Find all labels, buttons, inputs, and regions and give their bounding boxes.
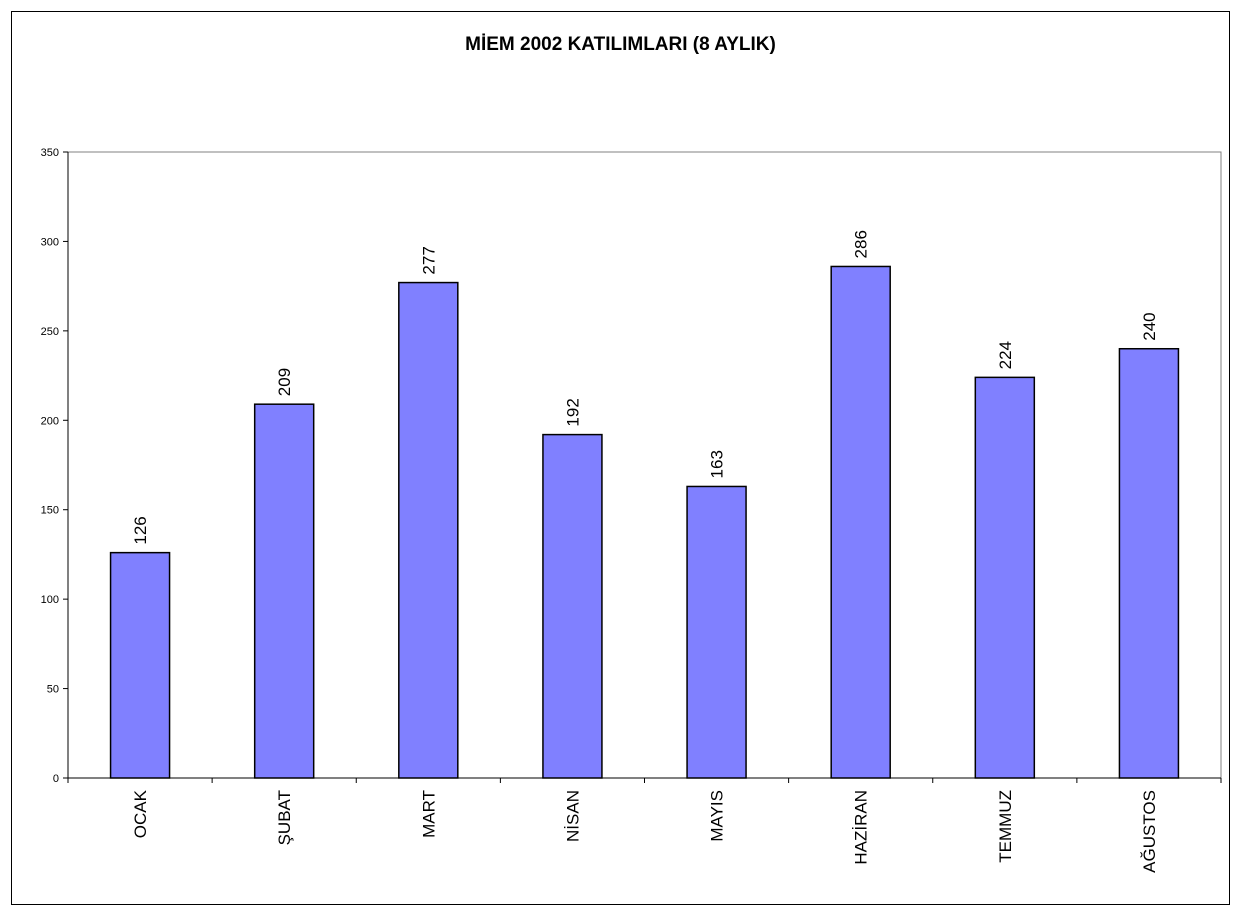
data-label: 286 — [852, 230, 871, 258]
bar-şubat — [253, 403, 315, 779]
y-tick-label: 200 — [41, 415, 59, 427]
category-label: ŞUBAT — [275, 790, 294, 845]
data-label: 209 — [275, 368, 294, 396]
bar-ni̇san — [542, 433, 603, 779]
data-label: 224 — [996, 341, 1015, 369]
category-label: HAZİRAN — [852, 790, 871, 865]
bar-ağustos — [1118, 347, 1180, 779]
category-labels-group: OCAK ŞUBAT MART NİSAN MAYIS HAZİRAN TEMMUZ AĞUS… — [131, 789, 1159, 872]
y-tick-label: 0 — [53, 773, 59, 785]
data-labels-group: 126 209 277 192 163 286 224 240 — [131, 230, 1159, 545]
chart-title: MİEM 2002 KATILIMLARI (8 AYLIK) — [465, 34, 776, 55]
y-axis: 0 50 100 150 200 250 300 350 — [41, 147, 69, 785]
bar-ocak — [109, 551, 171, 779]
bar-temmuz — [974, 376, 1036, 779]
y-tick-label: 150 — [41, 505, 59, 517]
bars-group — [109, 265, 1180, 779]
category-label: OCAK — [131, 789, 150, 838]
x-axis — [67, 777, 1222, 783]
y-tick-label: 100 — [41, 594, 59, 606]
bar-mayis — [686, 485, 747, 779]
y-tick-label: 300 — [41, 236, 59, 248]
y-tick-label: 250 — [41, 326, 59, 338]
category-label: TEMMUZ — [996, 790, 1015, 863]
y-tick-label: 50 — [47, 684, 59, 696]
data-label: 277 — [419, 246, 438, 274]
category-label: NİSAN — [563, 790, 582, 842]
category-label: MAYIS — [708, 790, 727, 842]
data-label: 126 — [131, 516, 150, 544]
data-label: 163 — [708, 450, 727, 478]
plot-area — [67, 151, 1222, 779]
y-tick-label: 350 — [41, 147, 59, 159]
category-label: AĞUSTOS — [1140, 790, 1159, 873]
data-label: 192 — [563, 398, 582, 426]
bar-hazi̇ran — [830, 265, 891, 779]
category-label: MART — [419, 790, 438, 838]
data-label: 240 — [1140, 312, 1159, 340]
bar-mart — [398, 281, 459, 779]
